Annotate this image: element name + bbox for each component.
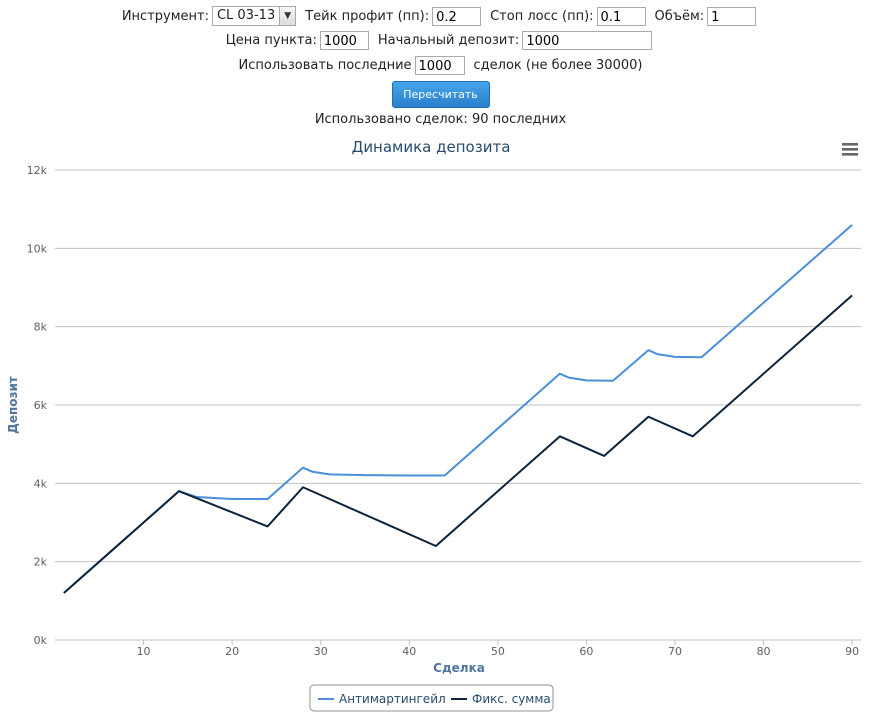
x-tick-labels: 10 20 30 40 50 60 70 80 90: [137, 640, 859, 658]
chart-title: Динамика депозита: [352, 138, 511, 156]
x-axis-title: Сделка: [433, 661, 485, 675]
y-tick-label: 0k: [34, 634, 48, 647]
recalculate-button[interactable]: Пересчитать: [391, 81, 490, 108]
form-row-3: Использовать последние 1000 сделок (не б…: [0, 56, 881, 75]
x-tick-label: 90: [845, 645, 859, 658]
x-tick-label: 40: [402, 645, 416, 658]
instrument-select-value: CL 03-13: [216, 8, 276, 23]
point-price-input[interactable]: 1000: [319, 31, 369, 50]
x-tick-label: 50: [491, 645, 505, 658]
volume-input[interactable]: 1: [707, 6, 757, 26]
instrument-select[interactable]: CL 03-13 ▼: [211, 6, 297, 26]
use-last-label: Использовать последние: [238, 58, 412, 73]
form-row-1: Инструмент: CL 03-13 ▼ Тейк профит (пп):…: [0, 6, 881, 26]
form-row-4: Пересчитать: [0, 81, 881, 108]
deposit-chart: Динамика депозита 0k 2k 4k 6k 8k 10k 12k 10 20 3…: [6, 138, 861, 712]
take-profit-input[interactable]: 0.2: [432, 6, 482, 26]
hamburger-menu-icon[interactable]: [842, 143, 858, 156]
use-last-suffix: сделок (не более 30000): [473, 58, 643, 73]
series-lines: [63, 224, 853, 594]
stop-loss-label: Стоп лосс (пп):: [490, 8, 594, 24]
legend-antimartingale-label[interactable]: Антимартингейл: [339, 692, 446, 706]
fixed-sum-line[interactable]: [63, 294, 853, 594]
y-axis-title: Депозит: [6, 376, 20, 434]
x-tick-label: 80: [757, 645, 771, 658]
point-price-label: Цена пункта:: [225, 33, 317, 48]
legend-fixed-label[interactable]: Фикс. сумма: [472, 692, 551, 706]
status-text: Использовано сделок: 90 последних: [314, 112, 567, 127]
chevron-down-icon[interactable]: ▼: [279, 7, 296, 25]
legend[interactable]: Антимартингейл Фикс. сумма: [309, 684, 554, 712]
y-tick-label: 12k: [27, 164, 48, 177]
y-tick-label: 2k: [34, 556, 48, 569]
initial-deposit-input[interactable]: 1000: [522, 31, 653, 50]
volume-label: Объём:: [654, 8, 705, 24]
y-tick-label: 6k: [34, 399, 48, 412]
x-tick-label: 70: [668, 645, 682, 658]
take-profit-label: Тейк профит (пп):: [305, 8, 430, 24]
y-tick-labels: 0k 2k 4k 6k 8k 10k 12k: [27, 164, 48, 647]
form-row-2: Цена пункта: 1000 Начальный депозит: 100…: [0, 31, 881, 50]
initial-deposit-label: Начальный депозит:: [377, 33, 520, 48]
grid-lines: [55, 169, 861, 563]
instrument-label: Инструмент:: [121, 8, 209, 24]
y-tick-label: 10k: [27, 242, 48, 255]
y-tick-label: 8k: [34, 321, 48, 334]
stop-loss-input[interactable]: 0.1: [596, 6, 646, 26]
use-last-input[interactable]: 1000: [414, 56, 465, 75]
antimartingale-line[interactable]: [63, 224, 853, 594]
status-row: Использовано сделок: 90 последних: [0, 112, 881, 127]
x-tick-label: 60: [579, 645, 593, 658]
x-tick-label: 10: [137, 645, 151, 658]
y-tick-label: 4k: [34, 477, 48, 490]
x-tick-label: 20: [225, 645, 239, 658]
x-tick-label: 30: [314, 645, 328, 658]
